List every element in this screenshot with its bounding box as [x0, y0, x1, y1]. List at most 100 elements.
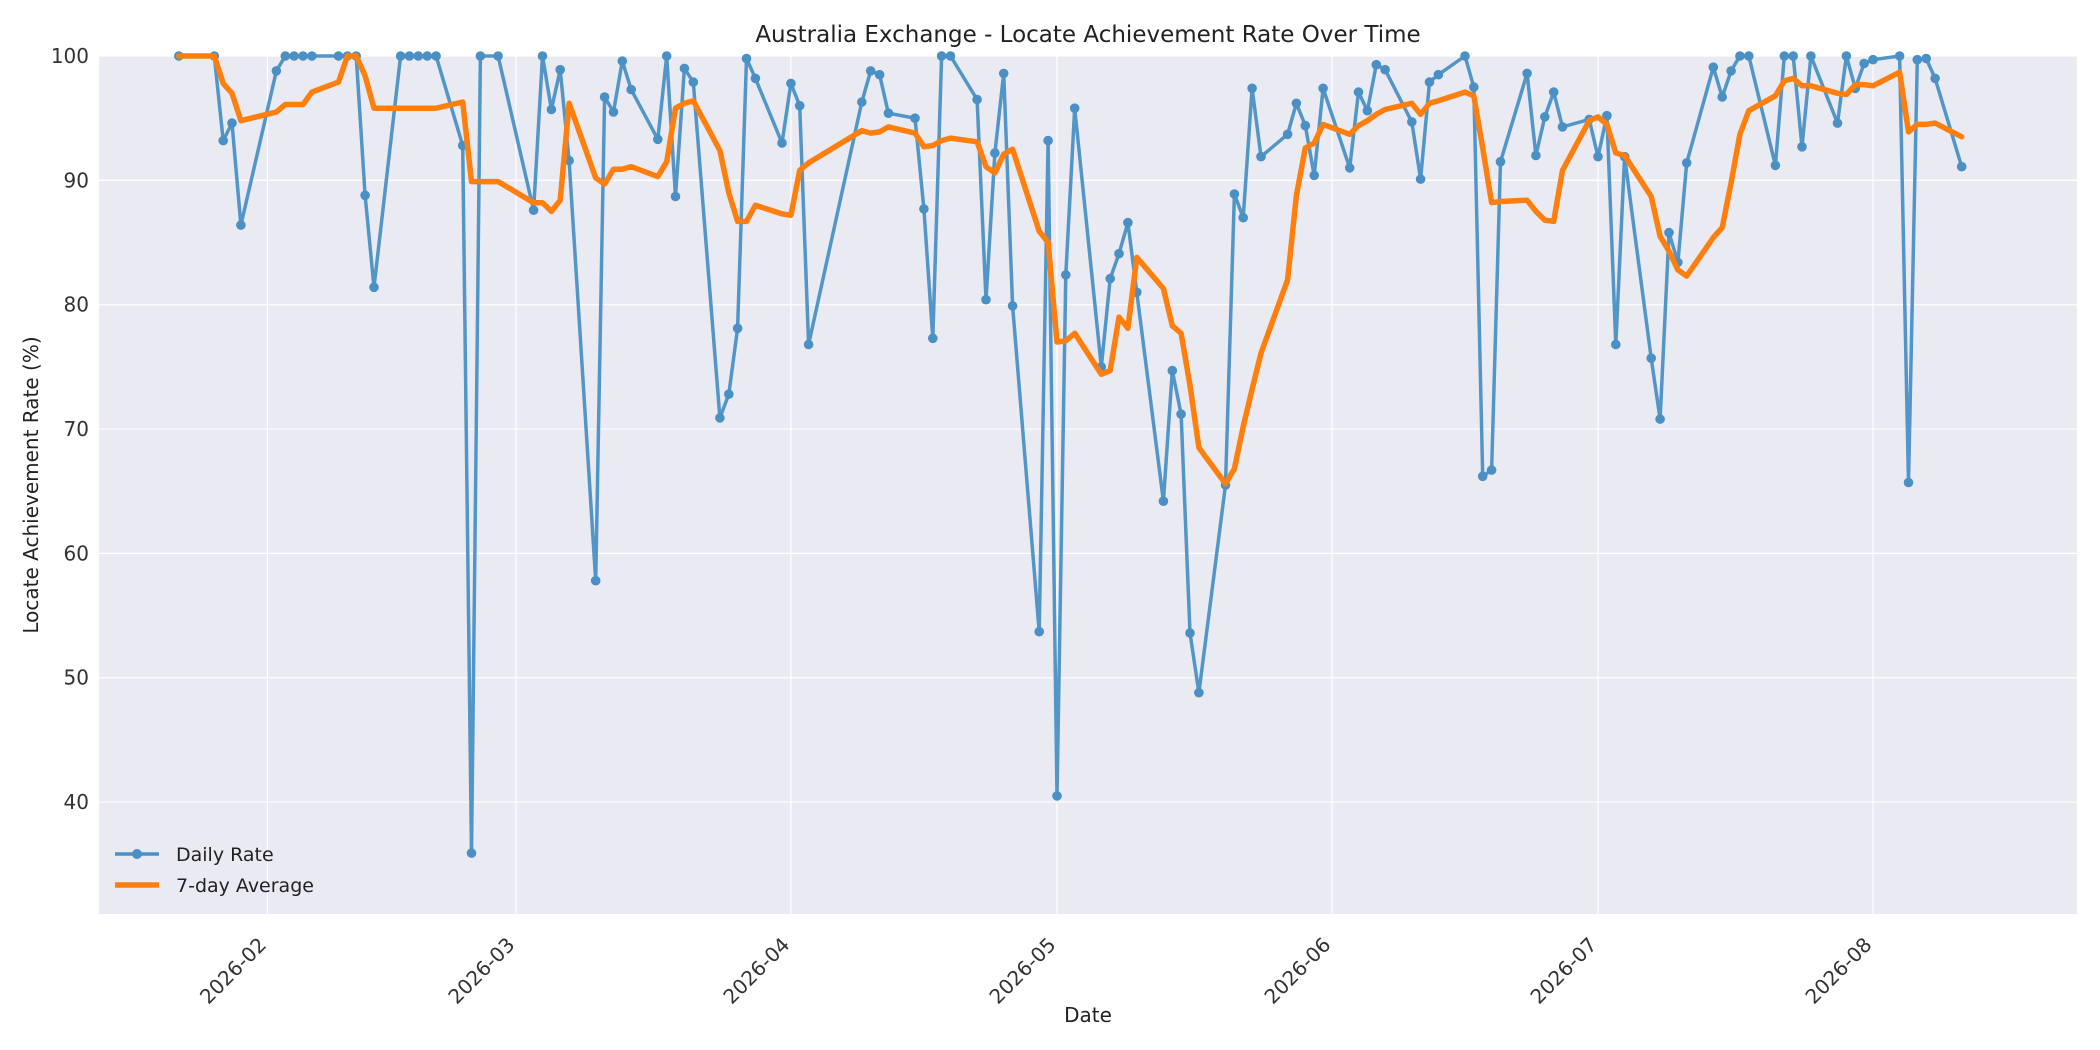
daily-rate-point	[1531, 150, 1541, 161]
legend-daily-marker	[132, 849, 142, 859]
average-series	[176, 53, 1965, 487]
daily-rate-point	[865, 66, 876, 76]
daily-rate-point	[431, 51, 441, 61]
chart-title: Australia Exchange - Locate Achievement …	[755, 22, 1420, 48]
daily-rate-point	[741, 53, 752, 64]
daily-rate-point	[493, 51, 503, 61]
daily-rate-point	[1300, 120, 1311, 131]
daily-rate-point	[617, 56, 628, 66]
daily-rate-point	[1912, 54, 1923, 65]
daily-rate-point	[1548, 87, 1559, 97]
daily-rate-point	[1522, 68, 1532, 79]
daily-rate-point	[1247, 83, 1257, 94]
daily-rate-point	[1859, 58, 1869, 69]
daily-rate-point	[1007, 301, 1018, 311]
daily-rate-point	[333, 51, 344, 61]
daily-rate-point	[466, 848, 477, 858]
legend-average-label: 7-day Average	[176, 875, 314, 897]
series-layer	[174, 51, 1967, 858]
daily-rate-point	[236, 220, 246, 230]
daily-rate-point	[289, 51, 299, 61]
daily-rate-point	[910, 113, 920, 123]
daily-rate-point	[1602, 110, 1612, 121]
legend: Daily Rate 7-day Average	[115, 844, 314, 897]
daily-rate-point	[1735, 51, 1745, 61]
daily-rate-point	[732, 323, 743, 334]
y-axis-label: Locate Achievement Rate (%)	[19, 336, 43, 633]
daily-rate-point	[874, 69, 885, 80]
daily-rate-point	[555, 64, 565, 75]
daily-rate-point	[413, 51, 424, 61]
daily-rate-point	[998, 68, 1009, 79]
daily-rate-point	[1114, 248, 1124, 259]
daily-rate-point	[369, 282, 379, 293]
daily-rate-point	[271, 66, 282, 76]
daily-rate-point	[661, 51, 672, 61]
daily-rate-point	[1770, 160, 1781, 171]
daily-rate-point	[1903, 477, 1914, 488]
legend-daily-label: Daily Rate	[176, 844, 274, 866]
daily-rate-point	[1238, 212, 1248, 223]
daily-rate-point	[1309, 170, 1319, 181]
daily-rate-point	[803, 339, 814, 350]
daily-rate-point	[883, 108, 894, 118]
daily-rate-point	[1123, 217, 1133, 228]
plot-area	[99, 56, 2077, 914]
daily-rate-point	[404, 51, 415, 61]
daily-rate-point	[1806, 51, 1816, 61]
daily-rate-point	[360, 190, 370, 201]
daily-rate-point	[1167, 365, 1178, 376]
daily-rate-point	[590, 575, 601, 586]
daily-rate-point	[1371, 59, 1382, 70]
daily-rate-point	[1868, 54, 1878, 65]
daily-rate-point	[1797, 142, 1807, 152]
daily-rate-point	[1344, 163, 1355, 173]
daily-rate-point	[1424, 77, 1435, 87]
y-tick-label: 100	[51, 44, 89, 68]
daily-rate-point	[1229, 189, 1240, 199]
daily-rate-point	[1061, 270, 1071, 280]
daily-rate-point	[1282, 129, 1293, 140]
daily-rate-point	[1611, 339, 1621, 350]
y-axis: 40 50 60 70 80 90 100	[51, 44, 89, 814]
daily-rate-series	[174, 51, 1967, 858]
daily-rate-point	[1717, 92, 1727, 102]
daily-rate-point	[1318, 83, 1328, 94]
daily-rate-point	[546, 104, 557, 115]
daily-rate-point	[1495, 156, 1506, 167]
daily-rate-point	[1460, 51, 1470, 61]
daily-rate-point	[1956, 161, 1967, 172]
daily-rate-point	[1726, 66, 1736, 76]
daily-rate-point	[1291, 98, 1302, 109]
daily-rate-point	[670, 191, 681, 202]
daily-rate-point	[395, 51, 406, 61]
x-axis-label: Date	[1064, 1003, 1112, 1027]
daily-rate-point	[919, 204, 929, 214]
y-tick-label: 40	[64, 790, 89, 814]
daily-rate-point	[928, 333, 938, 344]
daily-rate-point	[1779, 51, 1790, 61]
y-tick-label: 60	[64, 541, 89, 565]
daily-rate-point	[1477, 471, 1488, 482]
daily-rate-point	[599, 92, 610, 102]
daily-rate-point	[777, 138, 787, 148]
y-tick-label: 90	[64, 168, 89, 192]
daily-rate-point	[1788, 51, 1798, 61]
daily-rate-point	[1708, 62, 1719, 72]
daily-rate-point	[724, 389, 734, 400]
daily-rate-point	[1353, 87, 1364, 97]
daily-rate-point	[1158, 496, 1169, 507]
daily-rate-point	[218, 135, 228, 146]
daily-rate-point	[1540, 112, 1550, 122]
daily-rate-point	[227, 118, 237, 128]
daily-rate-point	[972, 94, 982, 105]
daily-rate-point	[1362, 105, 1373, 116]
daily-rate-point	[1832, 118, 1843, 128]
daily-rate-point	[936, 51, 947, 61]
daily-rate-point	[1185, 628, 1195, 638]
daily-rate-point	[688, 77, 699, 87]
daily-rate-point	[750, 73, 761, 84]
daily-rate-point	[1841, 51, 1852, 61]
daily-rate-point	[857, 97, 867, 107]
daily-rate-point	[1894, 51, 1905, 61]
